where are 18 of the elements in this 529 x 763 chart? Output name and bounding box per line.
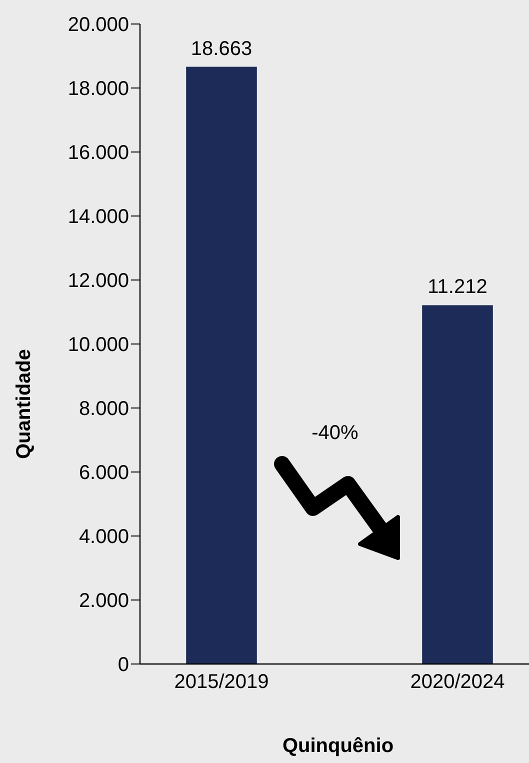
y-tick-label: 4.000 — [78, 526, 129, 548]
y-tick-label: 0 — [118, 654, 129, 676]
annotation: -40% — [312, 422, 359, 444]
y-tick-label: 12.000 — [68, 270, 129, 292]
y-axis-title: Quantidade — [13, 348, 35, 460]
x-tick-label: 2015/2019 — [174, 671, 269, 693]
y-tick-label: 18.000 — [68, 78, 129, 100]
y-tick-label: 10.000 — [68, 334, 129, 356]
y-tick-label: 16.000 — [68, 142, 129, 164]
data-label: 18.663 — [190, 38, 252, 60]
y-tick-label: 14.000 — [68, 206, 129, 228]
data-label: 11.212 — [428, 276, 488, 298]
y-tick-label: 6.000 — [78, 462, 129, 484]
y-tick-label: 2.000 — [78, 590, 129, 612]
y-tick-label: 8.000 — [78, 398, 129, 420]
x-axis-title: Quinquênio — [282, 735, 394, 757]
y-tick-label: 20.000 — [68, 14, 129, 36]
x-tick-label: 2020/2024 — [410, 671, 505, 693]
